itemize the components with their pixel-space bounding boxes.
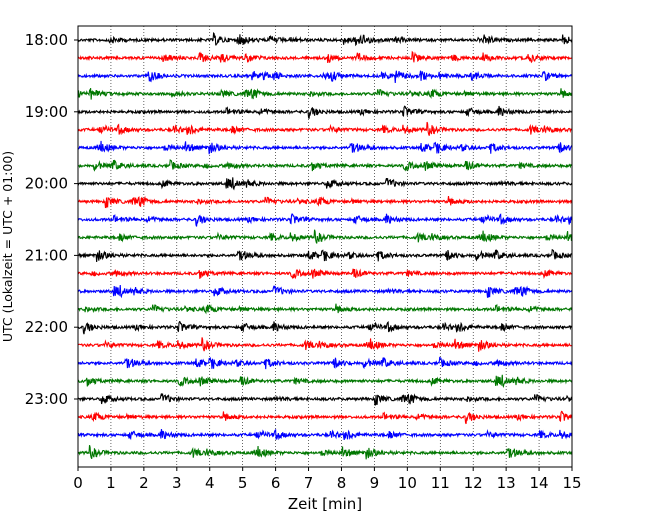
y-tick-label: 18:00 xyxy=(25,31,68,49)
x-tick-label: 6 xyxy=(271,474,281,492)
x-tick-label: 8 xyxy=(337,474,347,492)
x-tick-label: 14 xyxy=(530,474,549,492)
x-tick-label: 7 xyxy=(304,474,314,492)
seismogram-trace xyxy=(77,195,573,209)
x-tick-label: 15 xyxy=(562,474,581,492)
seismogram-trace xyxy=(77,50,573,64)
x-tick-label: 5 xyxy=(238,474,248,492)
seismogram-trace xyxy=(77,356,573,370)
x-tick-label: 10 xyxy=(398,474,417,492)
y-tick-label: 21:00 xyxy=(25,246,68,264)
seismogram-trace xyxy=(77,374,573,388)
x-tick-label: 9 xyxy=(370,474,380,492)
x-axis-ticks: 0 1 2 3 4 5 6 7 8 9 10 11 12 13 14 15 xyxy=(73,467,582,492)
seismogram-trace xyxy=(77,320,573,335)
x-tick-label: 3 xyxy=(172,474,182,492)
seismogram-trace xyxy=(77,70,573,83)
trace-group xyxy=(77,31,573,460)
x-tick-label: 13 xyxy=(497,474,516,492)
seismogram-trace xyxy=(77,88,573,100)
seismogram-trace xyxy=(77,285,573,299)
seismogram-trace xyxy=(77,177,573,191)
seismogram-trace xyxy=(77,337,573,352)
x-tick-label: 2 xyxy=(139,474,149,492)
seismogram-trace xyxy=(77,213,573,227)
x-tick-label: 12 xyxy=(464,474,483,492)
seismogram-trace xyxy=(77,229,573,244)
y-tick-label: 22:00 xyxy=(25,318,68,336)
x-axis-label: Zeit [min] xyxy=(288,495,362,513)
seismogram-trace xyxy=(77,268,573,280)
seismogram-trace xyxy=(77,140,573,155)
y-tick-label: 20:00 xyxy=(25,175,68,193)
x-tick-label: 4 xyxy=(205,474,215,492)
seismogram-trace xyxy=(77,248,573,262)
seismogram-trace xyxy=(77,393,573,406)
y-axis-ticks: 18:00 19:00 20:00 21:00 22:00 23:00 xyxy=(25,31,78,408)
seismogram-trace xyxy=(77,444,573,460)
seismogram-trace xyxy=(77,105,573,119)
seismogram-trace xyxy=(77,410,573,425)
x-tick-label: 1 xyxy=(106,474,116,492)
plot-frame xyxy=(77,25,573,468)
y-tick-label: 19:00 xyxy=(25,103,68,121)
seismogram-trace xyxy=(77,428,573,441)
seismogram-trace xyxy=(77,159,573,172)
seismogram-trace xyxy=(77,31,573,47)
seismogram-trace xyxy=(77,303,573,315)
y-axis-label: UTC (Lokalzeit = UTC + 01:00) xyxy=(0,151,15,342)
seismogram-trace xyxy=(77,121,573,136)
x-tick-label: 0 xyxy=(73,474,83,492)
y-tick-label: 23:00 xyxy=(25,390,68,408)
x-tick-label: 11 xyxy=(431,474,450,492)
